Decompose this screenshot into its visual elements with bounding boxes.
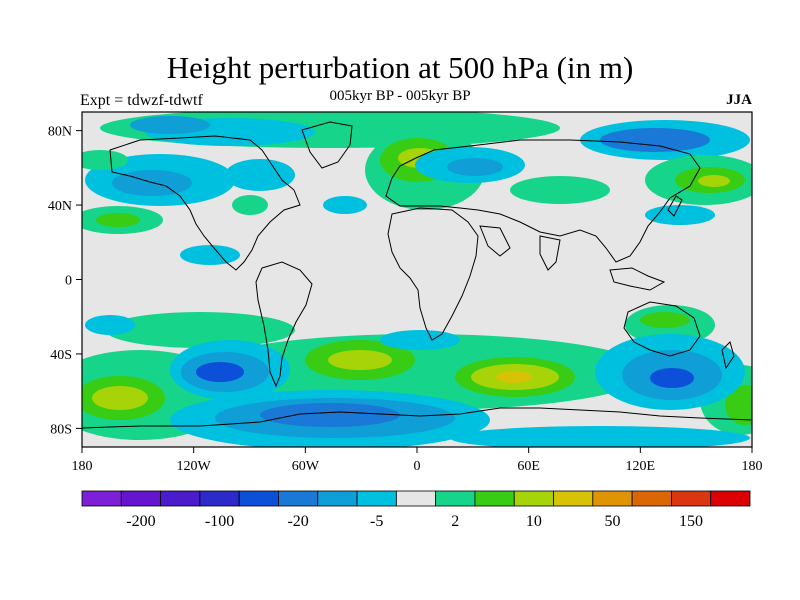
colorbar-swatch [160,490,201,507]
colorbar-swatch [631,490,672,507]
colorbar [81,490,751,507]
coastline-australia [623,301,701,357]
colorbar-label: -100 [205,513,234,530]
colorbar-swatch [317,490,358,507]
colorbar-swatch [671,490,712,507]
colorbar-swatch [81,490,122,507]
lat-tick-label: 80N [48,125,72,140]
colorbar-label: -5 [370,513,383,530]
coastline-greenland [301,121,353,169]
coastline-arabia-india [479,225,561,271]
lat-tick-label: 40N [48,199,72,214]
colorbar-label: 2 [451,513,459,530]
contour-region-southern-ocean [82,305,752,447]
lon-tick-label: 120E [626,459,656,474]
contour-fill [82,112,752,447]
experiment-label: Expt = tdwzf-tdwtf [80,92,203,109]
colorbar-swatch [278,490,319,507]
coastlines [82,121,752,429]
lon-tick-label: 0 [414,459,421,474]
colorbar-label: 150 [679,513,703,530]
colorbar-swatch [120,490,161,507]
lon-tick-label: 60W [292,459,320,474]
coastline-south-america [255,261,313,388]
coastline-se-asia [609,267,666,291]
map-title: Height perturbation at 500 hPa (in m) [166,50,634,85]
coastline-eurasia [385,139,701,263]
lon-tick-label: 180 [72,459,93,474]
colorbar-label: 10 [526,513,542,530]
colorbar-swatch [356,490,397,507]
colorbar-swatch [238,490,279,507]
colorbar-swatch [710,490,751,507]
lon-tick-label: 60E [517,459,540,474]
colorbar-label: 50 [604,513,620,530]
contour-region-eurasia [180,130,752,265]
colorbar-swatch [435,490,476,507]
colorbar-swatch [474,490,515,507]
colorbar-swatch [395,490,437,507]
lat-tick-label: 0 [65,274,72,289]
lat-tick-label: 80S [50,422,72,437]
colorbar-labels: -200 -100 -20 -5 2 10 50 150 [126,513,703,530]
coastline-africa [387,207,479,341]
latitude-ticks: 80N 40N 0 40S 80S [48,125,82,437]
coastline-north-america [109,135,301,271]
colorbar-swatch [553,490,594,507]
lon-tick-label: 120W [177,459,212,474]
contour-region-arctic [100,112,750,215]
colorbar-label: -20 [287,513,308,530]
lon-tick-label: 180 [742,459,763,474]
longitude-ticks: 180 120W 60W 0 60E 120E 180 [72,447,763,474]
colorbar-swatch [199,490,240,507]
colorbar-swatch [513,490,554,507]
coastline-new-zealand [721,341,735,370]
colorbar-swatch [592,490,633,507]
coastline-antarctica [82,407,752,429]
colorbar-label: -200 [126,513,155,530]
lat-tick-label: 40S [50,348,72,363]
map-subtitle: 005kyr BP - 005kyr BP [329,88,471,104]
season-label: JJA [726,92,752,108]
coastline-japan [667,195,683,217]
